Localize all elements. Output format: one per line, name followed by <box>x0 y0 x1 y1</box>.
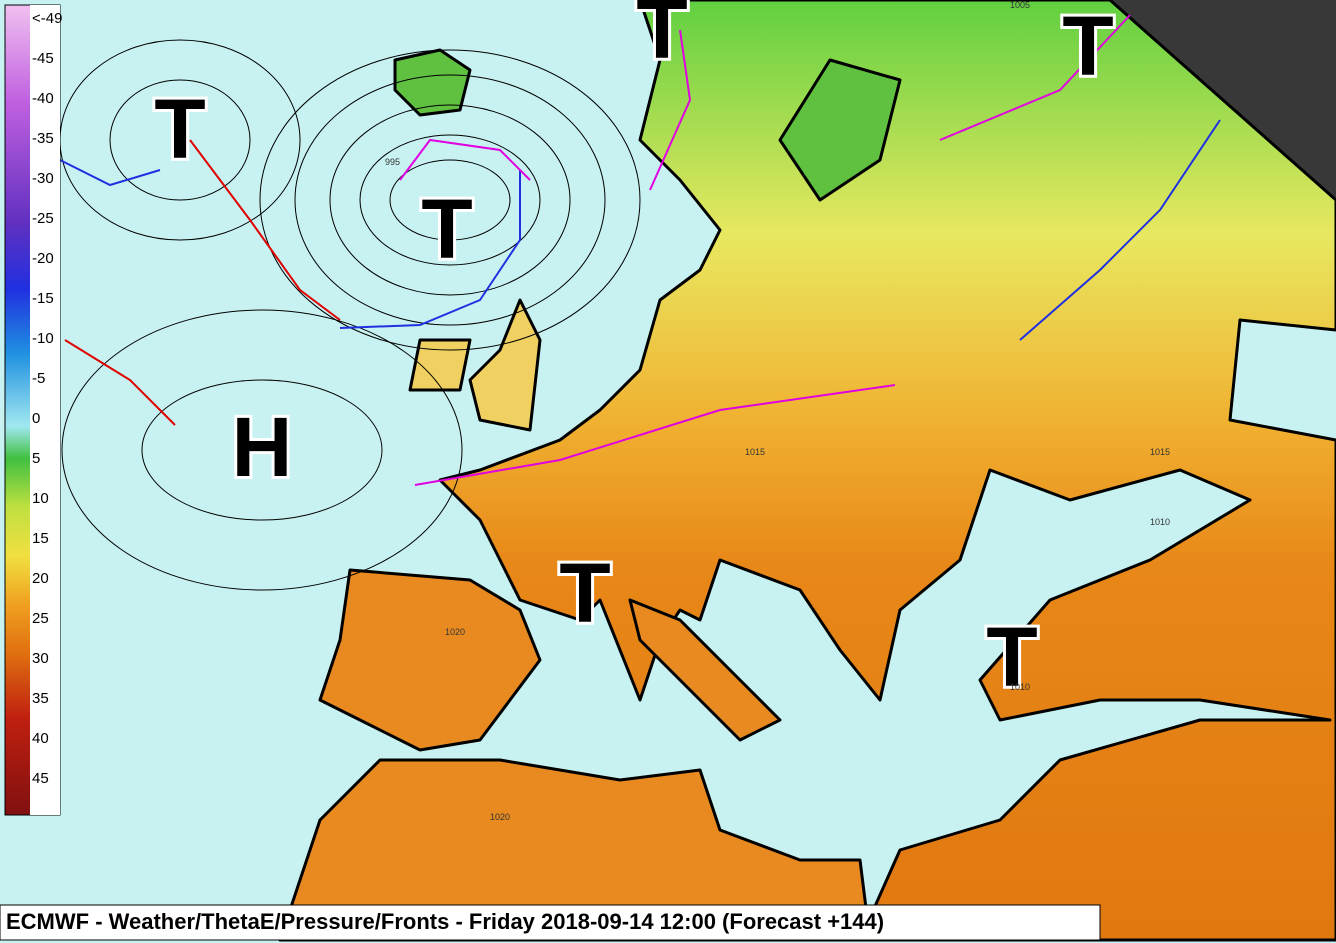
pressure-center: T <box>421 182 472 276</box>
legend-label: 20 <box>32 570 49 587</box>
pressure-center: T <box>986 610 1037 704</box>
legend-label: 0 <box>32 410 40 427</box>
legend-label: 5 <box>32 450 40 467</box>
legend-label: 35 <box>32 690 49 707</box>
legend-label: 25 <box>32 610 49 627</box>
pressure-center: T <box>154 82 205 176</box>
legend-label: 15 <box>32 530 49 547</box>
legend-label: 10 <box>32 490 49 507</box>
legend-label: 45 <box>32 770 49 787</box>
legend-label: 40 <box>32 730 49 747</box>
legend-label: -10 <box>32 330 54 347</box>
legend-label: -5 <box>32 370 45 387</box>
isobar-label: 1020 <box>490 812 510 822</box>
legend-label: -15 <box>32 290 54 307</box>
pressure-center: T <box>1062 0 1113 93</box>
isobar-label: 1015 <box>1150 447 1170 457</box>
legend-label: -20 <box>32 250 54 267</box>
isobar-label: 1005 <box>1010 0 1030 10</box>
legend-label: -30 <box>32 170 54 187</box>
isobar-label: 1010 <box>1010 682 1030 692</box>
pressure-center: T <box>636 0 687 76</box>
legend-label: -35 <box>32 130 54 147</box>
pressure-center: H <box>232 400 293 494</box>
isobar-label: 995 <box>385 157 400 167</box>
caption-box <box>0 904 1101 941</box>
caption: ECMWF - Weather/ThetaE/Pressure/Fronts -… <box>6 909 884 934</box>
legend-label: 30 <box>32 650 49 667</box>
isobar-label: 1020 <box>445 627 465 637</box>
legend-label: -40 <box>32 90 54 107</box>
isobars <box>59 39 641 591</box>
color-bar-label-area <box>30 5 60 815</box>
legend-label: -45 <box>32 50 54 67</box>
legend-label: -25 <box>32 210 54 227</box>
legend-label: <-49 <box>32 10 62 27</box>
isobar-label: 1010 <box>1150 517 1170 527</box>
fronts <box>59 14 1221 486</box>
pressure-center: T <box>559 546 610 640</box>
isobar-label: 1015 <box>745 447 765 457</box>
